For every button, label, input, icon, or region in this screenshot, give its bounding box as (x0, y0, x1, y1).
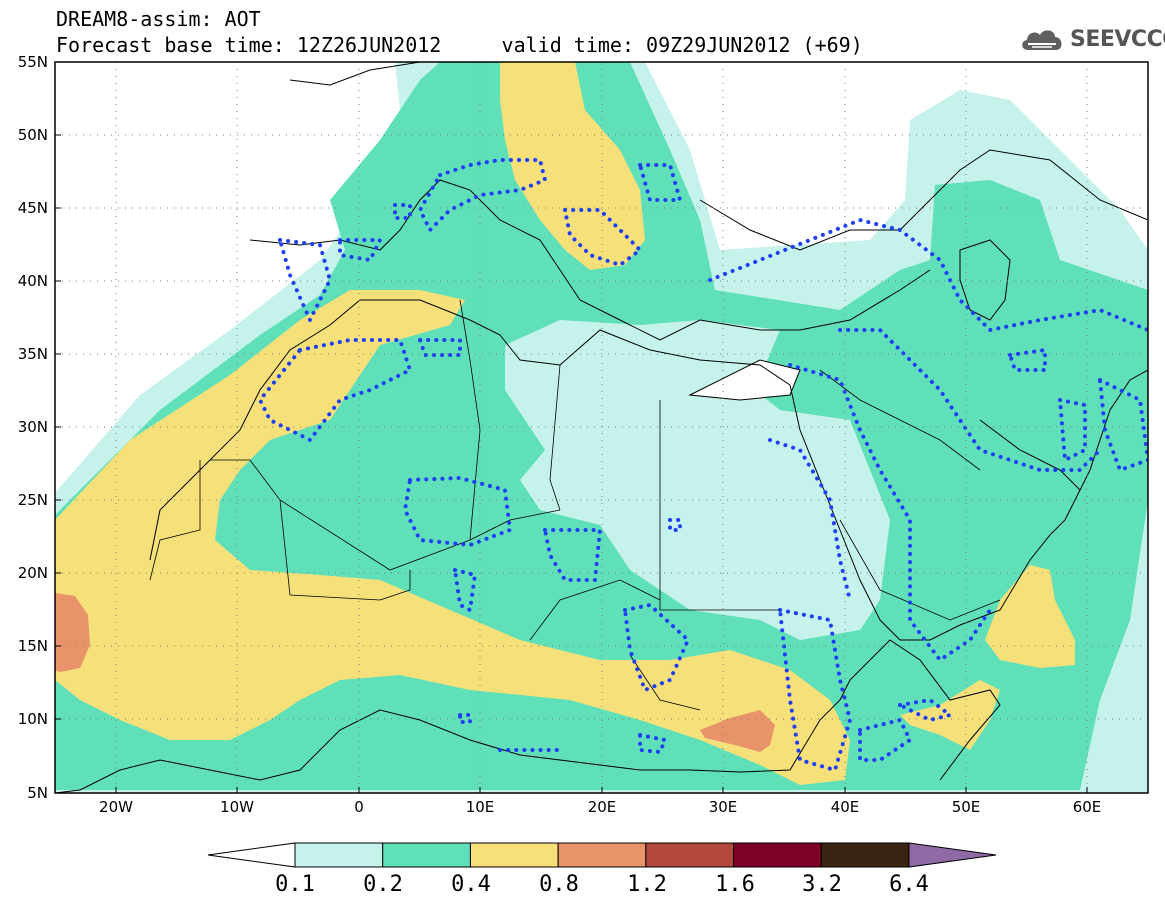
brand-logo: SEEVCCC (1018, 22, 1165, 56)
lat-label: 25N (18, 491, 48, 509)
lat-label: 50N (18, 126, 48, 144)
aot-region-0.1-0.2-egypt (505, 320, 890, 640)
tick-marks (55, 61, 1088, 793)
lat-labels: 55N 50N 45N 40N 35N 30N 25N 20N 15N 10N … (18, 53, 48, 802)
colorbar-arrow-high (908, 842, 997, 868)
colorbar-label: 6.4 (889, 872, 929, 897)
colorbar-swatch (557, 842, 647, 868)
lat-label: 40N (18, 272, 48, 290)
colorbar (207, 842, 997, 868)
lon-label: 60E (1073, 798, 1102, 816)
map-fields (55, 62, 1148, 793)
lon-label: 20W (99, 798, 133, 816)
brand-name: SEEVCCC (1070, 26, 1165, 52)
borders (149, 299, 1001, 711)
product-title: DREAM8-assim: AOT (56, 7, 261, 31)
colorbar-label: 1.2 (627, 872, 667, 897)
graticule (55, 62, 1148, 793)
colorbar-swatch (820, 842, 910, 868)
colorbar-label: 1.6 (715, 872, 755, 897)
colorbar-label: 0.4 (451, 872, 491, 897)
lat-label: 10N (18, 710, 48, 728)
colorbar-label: 0.1 (275, 872, 315, 897)
aot-region-0.8-1.2-sudan (700, 710, 775, 752)
lat-label: 5N (27, 784, 48, 802)
aot-region-0.4-0.8-arabia (985, 565, 1075, 668)
lat-label: 20N (18, 564, 48, 582)
coastlines (55, 62, 1148, 793)
precip-contours (257, 158, 1148, 773)
lon-label: 10E (466, 798, 495, 816)
lon-label: 0 (354, 798, 364, 816)
lon-labels: 20W 10W 0 10E 20E 30E 40E 50E 60E (99, 798, 1101, 816)
colorbar-swatch (294, 842, 384, 868)
base-time: Forecast base time: 12Z26JUN2012 (56, 33, 442, 57)
cloud-icon (1022, 30, 1062, 50)
aot-region-0.4-0.8-sahel (55, 290, 850, 785)
lat-label: 15N (18, 637, 48, 655)
colorbar-swatch (645, 842, 735, 868)
lat-label: 45N (18, 199, 48, 217)
lon-label: 50E (952, 798, 981, 816)
lat-label: 35N (18, 345, 48, 363)
lat-label: 55N (18, 53, 48, 71)
lon-label: 40E (831, 798, 860, 816)
colorbar-swatch (382, 842, 471, 868)
valid-time: valid time: 09Z29JUN2012 (+69) (501, 33, 863, 57)
colorbar-swatch (469, 842, 559, 868)
lon-label: 10W (220, 798, 254, 816)
lon-label: 20E (588, 798, 617, 816)
lat-label: 30N (18, 418, 48, 436)
lon-label: 30E (709, 798, 738, 816)
colorbar-swatch (733, 842, 822, 868)
colorbar-label: 3.2 (802, 872, 842, 897)
colorbar-label: 0.2 (363, 872, 403, 897)
time-info: Forecast base time: 12Z26JUN2012 valid t… (56, 34, 863, 56)
colorbar-arrow-low (207, 842, 296, 868)
aot-region-0.8-1.2-atlantic (55, 593, 90, 672)
colorbar-label: 0.8 (539, 872, 579, 897)
